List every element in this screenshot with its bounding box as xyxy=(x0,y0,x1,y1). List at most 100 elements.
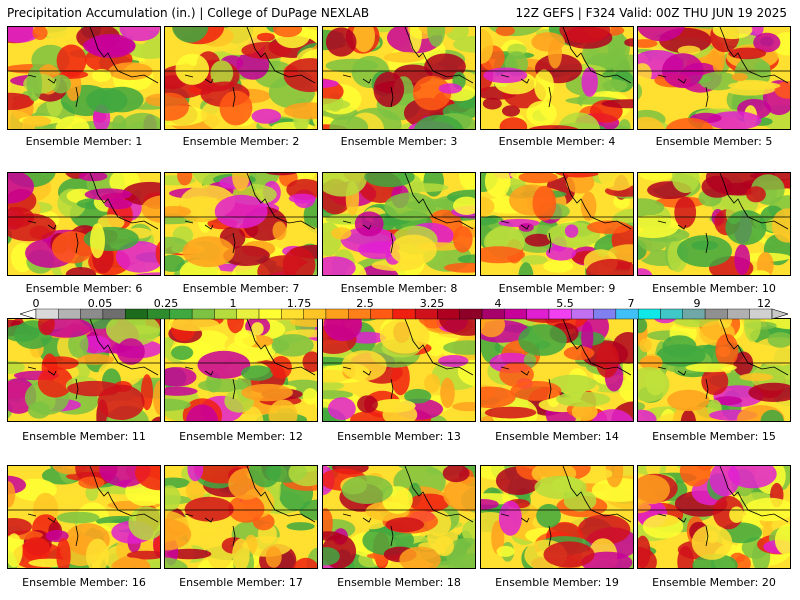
ensemble-map-panel xyxy=(7,465,161,569)
ensemble-member-label: Ensemble Member: 15 xyxy=(652,430,776,443)
colorbar-tick-label: 7 xyxy=(627,297,635,310)
ensemble-map-panel xyxy=(322,465,476,569)
ensemble-member-label: Ensemble Member: 3 xyxy=(340,135,458,148)
precip-field-map xyxy=(8,173,160,275)
colorbar-swatch xyxy=(660,308,683,320)
colorbar-swatch xyxy=(437,308,460,320)
colorbar-tick-label: 5.5 xyxy=(556,297,574,310)
ensemble-map-panel xyxy=(480,26,634,130)
colorbar-swatch xyxy=(125,308,148,320)
ensemble-map-panel xyxy=(322,26,476,130)
colorbar-swatch xyxy=(459,308,483,320)
colorbar-swatch xyxy=(236,308,260,320)
colorbar-swatch xyxy=(548,308,572,320)
ensemble-member-label: Ensemble Member: 4 xyxy=(498,135,616,148)
precip-field-map xyxy=(481,319,633,421)
precip-field-map xyxy=(323,319,475,421)
ensemble-map-panel xyxy=(164,26,318,130)
colorbar-swatch xyxy=(348,308,371,320)
ensemble-map-panel xyxy=(322,318,476,422)
run-info: 12Z GEFS | F324 Valid: 00Z THU JUN 19 20… xyxy=(515,6,787,20)
colorbar-swatch xyxy=(682,308,706,320)
ensemble-map-panel xyxy=(7,26,161,130)
ensemble-map-panel xyxy=(637,318,791,422)
precip-colorbar xyxy=(20,308,788,320)
ensemble-member-label: Ensemble Member: 1 xyxy=(25,135,143,148)
ensemble-map-panel xyxy=(480,318,634,422)
precip-field-map xyxy=(638,466,790,568)
precip-field-map xyxy=(165,466,317,568)
colorbar-swatch xyxy=(727,308,750,320)
colorbar-swatch xyxy=(147,308,171,320)
ensemble-map-panel xyxy=(322,172,476,276)
colorbar-tick-label: 1 xyxy=(229,297,237,310)
ensemble-member-label: Ensemble Member: 11 xyxy=(22,430,146,443)
colorbar-tick-label: 12 xyxy=(757,297,771,310)
precip-field-map xyxy=(8,27,160,129)
ensemble-member-label: Ensemble Member: 19 xyxy=(495,576,619,589)
ensemble-map-panel xyxy=(7,172,161,276)
precip-field-map xyxy=(638,27,790,129)
colorbar-tick-label: 9 xyxy=(693,297,701,310)
colorbar-swatch xyxy=(258,308,282,320)
colorbar-swatch xyxy=(392,308,416,320)
colorbar-swatch xyxy=(481,308,505,320)
precip-field-map xyxy=(323,173,475,275)
colorbar-swatch xyxy=(526,308,550,320)
ensemble-map-panel xyxy=(637,172,791,276)
precip-field-map xyxy=(165,319,317,421)
ensemble-map-panel xyxy=(164,172,318,276)
colorbar-swatch xyxy=(281,308,304,320)
ensemble-member-label: Ensemble Member: 7 xyxy=(182,282,300,295)
colorbar-swatch xyxy=(191,308,215,320)
map-title: Precipitation Accumulation (in.) | Colle… xyxy=(7,6,370,20)
colorbar-min-arrow xyxy=(20,308,37,320)
precip-field-map xyxy=(481,27,633,129)
precip-field-map xyxy=(8,466,160,568)
ensemble-member-label: Ensemble Member: 5 xyxy=(655,135,773,148)
ensemble-map-panel xyxy=(164,465,318,569)
colorbar-swatch xyxy=(593,308,617,320)
ensemble-member-label: Ensemble Member: 9 xyxy=(498,282,616,295)
colorbar-swatch xyxy=(214,308,237,320)
ensemble-member-label: Ensemble Member: 10 xyxy=(652,282,776,295)
precip-field-map xyxy=(481,466,633,568)
colorbar-swatch xyxy=(35,308,59,320)
colorbar-swatch xyxy=(504,308,527,320)
ensemble-map-panel xyxy=(164,318,318,422)
colorbar-max-arrow xyxy=(771,308,788,320)
colorbar-swatch xyxy=(637,308,661,320)
ensemble-map-panel xyxy=(480,172,634,276)
ensemble-member-label: Ensemble Member: 20 xyxy=(652,576,776,589)
colorbar-swatch xyxy=(414,308,438,320)
precip-field-map xyxy=(8,319,160,421)
colorbar-tick-label: 0 xyxy=(32,297,40,310)
precip-field-map xyxy=(323,27,475,129)
ensemble-member-label: Ensemble Member: 12 xyxy=(179,430,303,443)
colorbar-tick-label: 0.05 xyxy=(87,297,113,310)
colorbar-tick-label: 3.25 xyxy=(419,297,445,310)
colorbar-swatch xyxy=(704,308,728,320)
precip-field-map xyxy=(165,27,317,129)
ensemble-member-label: Ensemble Member: 8 xyxy=(340,282,458,295)
colorbar-swatch xyxy=(58,308,81,320)
ensemble-member-label: Ensemble Member: 13 xyxy=(337,430,461,443)
ensemble-member-label: Ensemble Member: 14 xyxy=(495,430,619,443)
ensemble-map-panel xyxy=(7,318,161,422)
ensemble-member-label: Ensemble Member: 16 xyxy=(22,576,146,589)
ensemble-member-label: Ensemble Member: 18 xyxy=(337,576,461,589)
ensemble-member-label: Ensemble Member: 2 xyxy=(182,135,300,148)
colorbar-tick-label: 2.5 xyxy=(356,297,374,310)
colorbar-swatch xyxy=(615,308,639,320)
ensemble-member-label: Ensemble Member: 6 xyxy=(25,282,143,295)
precip-field-map xyxy=(323,466,475,568)
ensemble-map-panel xyxy=(637,26,791,130)
colorbar-swatch xyxy=(749,308,773,320)
ensemble-map-panel xyxy=(637,465,791,569)
colorbar-swatch xyxy=(571,308,594,320)
colorbar-tick-label: 0.25 xyxy=(153,297,179,310)
colorbar-swatch xyxy=(80,308,104,320)
colorbar-swatch xyxy=(370,308,394,320)
colorbar-tick-label: 4 xyxy=(494,297,502,310)
precip-field-map xyxy=(638,173,790,275)
